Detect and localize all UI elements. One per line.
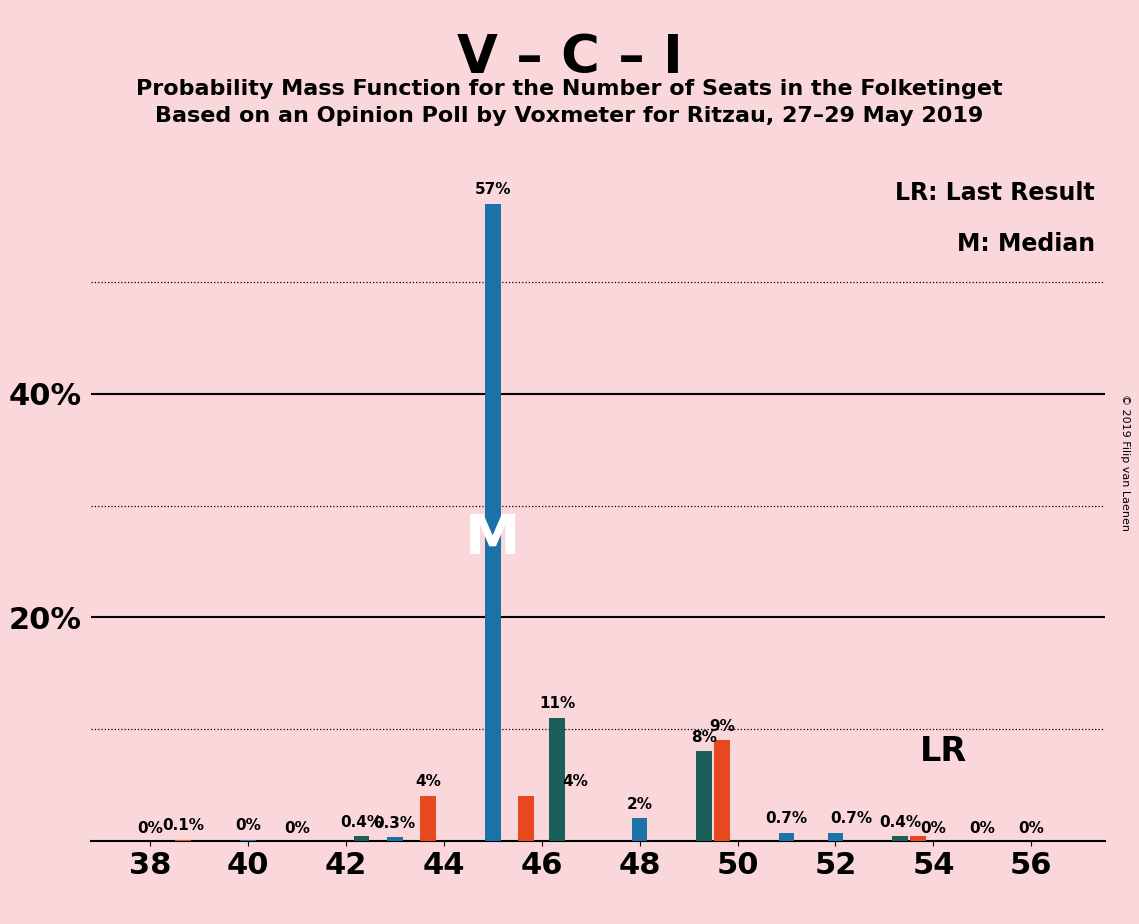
Text: 0%: 0% (284, 821, 310, 836)
Text: 0%: 0% (137, 821, 163, 836)
Text: Based on an Opinion Poll by Voxmeter for Ritzau, 27–29 May 2019: Based on an Opinion Poll by Voxmeter for… (155, 106, 984, 127)
Bar (353, 836, 369, 841)
Bar (549, 718, 565, 841)
Bar (892, 836, 908, 841)
Bar (714, 740, 730, 841)
Text: M: M (465, 512, 521, 566)
Text: Probability Mass Function for the Number of Seats in the Folketinget: Probability Mass Function for the Number… (137, 79, 1002, 99)
Text: 0%: 0% (1018, 821, 1044, 836)
Text: M: Median: M: Median (957, 232, 1095, 256)
Bar (175, 840, 191, 841)
Text: 0.7%: 0.7% (830, 811, 872, 826)
Text: 0.4%: 0.4% (879, 815, 921, 830)
Text: 0%: 0% (920, 821, 947, 836)
Bar (910, 836, 926, 841)
Text: V – C – I: V – C – I (457, 32, 682, 84)
Text: 57%: 57% (475, 182, 511, 197)
Text: 4%: 4% (415, 774, 441, 789)
Text: 0%: 0% (969, 821, 995, 836)
Text: 9%: 9% (708, 719, 735, 734)
Bar (828, 833, 843, 841)
Text: 4%: 4% (562, 774, 588, 789)
Bar (518, 796, 534, 841)
Text: 0.1%: 0.1% (162, 818, 204, 833)
Text: LR: Last Result: LR: Last Result (895, 181, 1095, 205)
Text: 2%: 2% (626, 796, 653, 812)
Bar (387, 837, 402, 841)
Text: 0%: 0% (235, 818, 261, 833)
Bar (779, 833, 794, 841)
Text: 0.4%: 0.4% (341, 815, 383, 830)
Bar (485, 203, 500, 841)
Bar (240, 840, 255, 841)
Text: 0.3%: 0.3% (374, 816, 416, 831)
Bar (696, 751, 712, 841)
Text: 8%: 8% (691, 730, 718, 745)
Text: © 2019 Filip van Laenen: © 2019 Filip van Laenen (1120, 394, 1130, 530)
Text: 0.7%: 0.7% (765, 811, 808, 826)
Bar (420, 796, 436, 841)
Text: LR: LR (919, 735, 967, 768)
Bar (632, 819, 647, 841)
Text: 11%: 11% (539, 696, 575, 711)
